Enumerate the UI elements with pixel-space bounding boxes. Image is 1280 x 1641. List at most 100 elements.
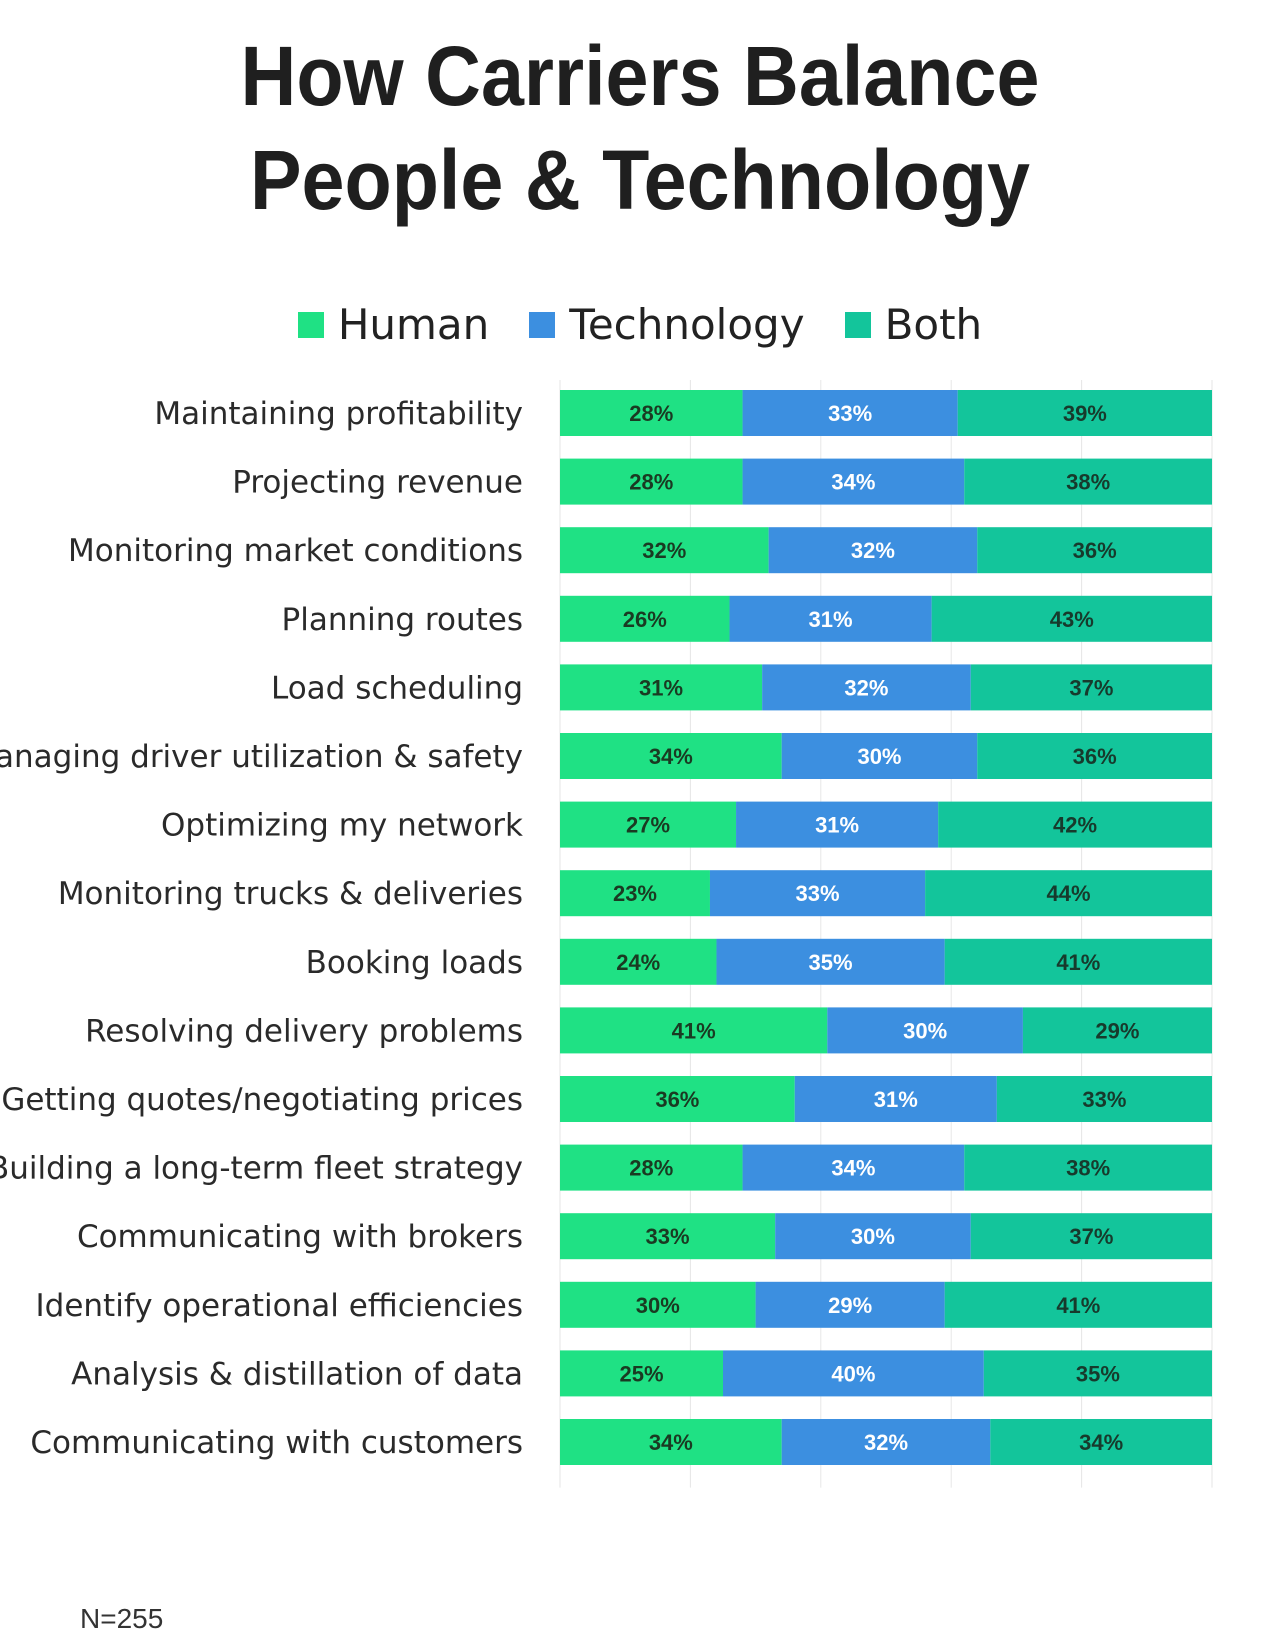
data-label: 37% xyxy=(1069,675,1113,700)
data-label: 27% xyxy=(626,813,670,838)
category-label: Analysis & distillation of data xyxy=(71,1356,523,1392)
data-label: 39% xyxy=(1063,401,1107,426)
bar-segment-both xyxy=(977,527,1212,574)
bar-segment-technology xyxy=(768,527,978,574)
legend-swatch-technology xyxy=(529,311,556,338)
data-label: 34% xyxy=(831,470,875,495)
data-label: 37% xyxy=(1069,1224,1113,1249)
bar-segment-both xyxy=(938,801,1212,848)
category-label: Communicating with customers xyxy=(30,1425,523,1461)
bar-segment-both xyxy=(977,733,1212,779)
data-label: 30% xyxy=(636,1293,680,1318)
data-label: 32% xyxy=(642,538,686,563)
data-label: 36% xyxy=(655,1087,699,1112)
bar-segment-both xyxy=(944,1281,1212,1328)
data-label: 28% xyxy=(629,1156,673,1181)
bar-segment-both xyxy=(990,1419,1212,1465)
bar-segment-human xyxy=(560,1213,776,1260)
bar-segment-both xyxy=(944,938,1212,985)
data-label: 32% xyxy=(864,1430,908,1455)
category-label: Getting quotes/negotiating prices xyxy=(1,1082,523,1118)
data-label: 36% xyxy=(1073,744,1117,769)
data-label: 33% xyxy=(1082,1087,1126,1112)
bar-segment-both xyxy=(983,1350,1212,1397)
bar-segment-technology xyxy=(742,1144,965,1191)
data-label: 23% xyxy=(613,881,657,906)
bar-segment-technology xyxy=(794,1076,997,1122)
bar-segment-human xyxy=(560,801,737,848)
category-label: Identify operational efficiencies xyxy=(36,1288,523,1324)
data-label: 35% xyxy=(1076,1361,1120,1386)
data-label: 30% xyxy=(857,744,901,769)
bar-segment-technology xyxy=(762,664,971,711)
bar-segment-human xyxy=(560,595,730,642)
legend-item-both: Both xyxy=(844,300,982,349)
legend: Human Technology Both xyxy=(0,300,1280,349)
bar-segment-technology xyxy=(775,1213,971,1260)
bar-segment-both xyxy=(1022,1007,1212,1054)
chart-title: How Carriers Balance People & Technology xyxy=(51,24,1229,232)
data-label: 33% xyxy=(796,881,840,906)
bar-segment-technology xyxy=(723,1350,984,1397)
bar-segment-both xyxy=(996,1076,1212,1122)
bar-segment-human xyxy=(560,870,710,917)
data-label: 32% xyxy=(844,675,888,700)
data-label: 42% xyxy=(1053,813,1097,838)
data-label: 29% xyxy=(1095,1018,1139,1043)
bar-segment-human xyxy=(560,733,782,779)
bar-segment-both xyxy=(964,1144,1212,1191)
footnote: N=255 xyxy=(80,1603,164,1634)
data-label: 26% xyxy=(623,607,667,632)
bar-segment-human xyxy=(560,390,743,436)
category-label: Building a long-term fleet strategy xyxy=(0,1151,523,1187)
bar-segment-both xyxy=(957,390,1212,436)
category-label: Booking loads xyxy=(306,945,523,981)
bar-segment-human xyxy=(560,527,769,574)
data-label: 34% xyxy=(649,1430,693,1455)
data-label: 35% xyxy=(809,950,853,975)
data-label: 43% xyxy=(1050,607,1094,632)
title-line-2: People & Technology xyxy=(249,133,1031,227)
bar-segment-technology xyxy=(781,1419,991,1465)
legend-label-technology: Technology xyxy=(569,300,805,349)
bar-segment-technology xyxy=(716,938,945,985)
category-label: Managing driver utilization & safety xyxy=(0,739,523,775)
data-label: 38% xyxy=(1066,470,1110,495)
bar-segment-technology xyxy=(709,870,926,917)
data-label: 34% xyxy=(831,1156,875,1181)
category-label: Planning routes xyxy=(282,602,523,638)
legend-swatch-human xyxy=(297,311,324,338)
data-label: 29% xyxy=(828,1293,872,1318)
bar-segment-technology xyxy=(742,458,965,505)
data-label: 32% xyxy=(851,538,895,563)
bar-segment-both xyxy=(970,664,1212,711)
bar-segment-human xyxy=(560,664,763,711)
data-label: 30% xyxy=(851,1224,895,1249)
bar-segment-human xyxy=(560,938,717,985)
bar-segment-human xyxy=(560,1144,743,1191)
data-label: 44% xyxy=(1047,881,1091,906)
data-label: 38% xyxy=(1066,1156,1110,1181)
data-label: 41% xyxy=(672,1018,716,1043)
data-label: 33% xyxy=(646,1224,690,1249)
data-label: 34% xyxy=(1079,1430,1123,1455)
bar-segment-human xyxy=(560,1419,782,1465)
bar-segment-both xyxy=(925,870,1212,917)
category-label: Projecting revenue xyxy=(232,465,523,501)
category-label: Optimizing my network xyxy=(161,808,523,844)
category-label: Communicating with brokers xyxy=(77,1219,523,1255)
bar-segment-human xyxy=(560,1350,723,1397)
data-label: 41% xyxy=(1056,950,1100,975)
bar-segment-both xyxy=(931,595,1212,642)
data-label: 36% xyxy=(1073,538,1117,563)
data-label: 28% xyxy=(629,470,673,495)
legend-label-human: Human xyxy=(337,300,490,349)
data-label: 31% xyxy=(809,607,853,632)
bar-segment-both xyxy=(964,458,1212,505)
title-line-1: How Carriers Balance xyxy=(240,29,1040,123)
data-label: 40% xyxy=(831,1361,875,1386)
bar-segment-technology xyxy=(736,801,939,848)
bar-segment-human xyxy=(560,1076,795,1122)
category-label: Monitoring market conditions xyxy=(68,533,523,569)
data-label: 25% xyxy=(619,1361,663,1386)
